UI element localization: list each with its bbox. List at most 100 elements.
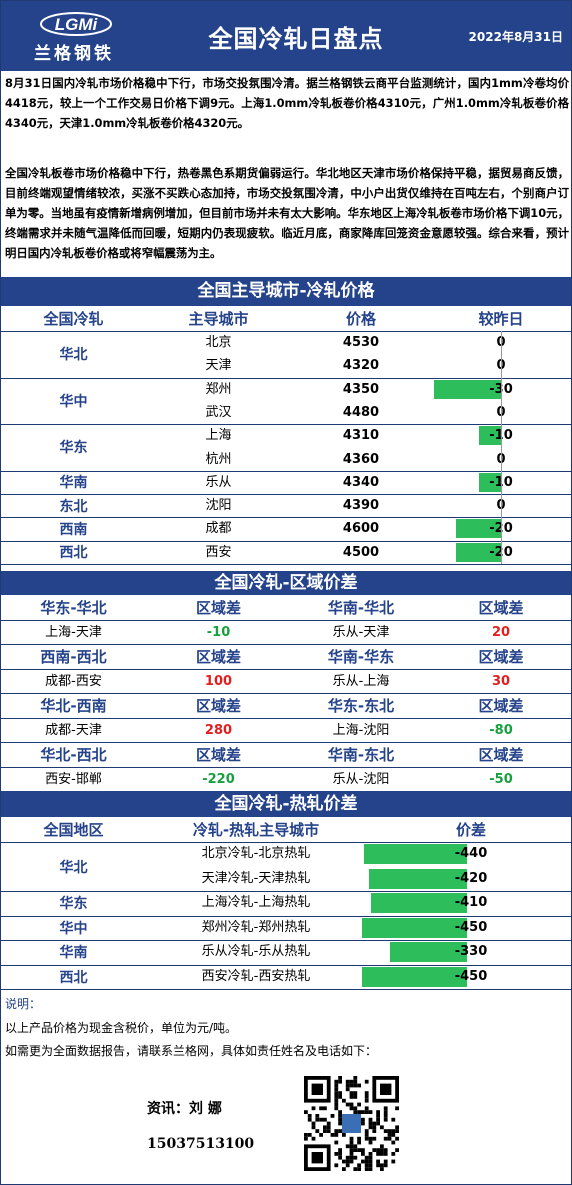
change-value: 0: [431, 494, 571, 517]
region-label: 华东: [59, 440, 88, 457]
hr-diff-bar: [362, 966, 467, 987]
table-rule: [1, 940, 571, 941]
diff-value: -50: [489, 772, 513, 787]
table-rule: [1, 669, 571, 670]
city-table-header-cell: 较昨日: [478, 310, 524, 328]
diff-city-pair: 乐从-上海: [332, 674, 390, 689]
diff-region-head: 华南-东北: [327, 746, 395, 764]
change-bar: [456, 542, 501, 562]
change-value: 0: [431, 331, 571, 354]
diff-value: 30: [491, 674, 511, 689]
change-value: 0: [431, 448, 571, 471]
svg-text:LGMi: LGMi: [55, 15, 99, 34]
change-value: 0: [431, 354, 571, 377]
change-value: 0: [431, 401, 571, 424]
diff-label-head: 区域差: [478, 648, 524, 666]
city-price: 4340: [342, 474, 380, 490]
table-rule: [1, 989, 571, 990]
diff-region-head: 华南-华北: [327, 599, 395, 617]
hr-region-label: 西北: [59, 969, 88, 986]
city-price: 4600: [342, 521, 380, 537]
city-name: 天津: [205, 358, 232, 374]
section-city-prices-title: 全国主导城市-冷轧价格: [1, 277, 571, 306]
city-price: 4500: [342, 544, 380, 560]
hr-diff-value: -330: [454, 944, 488, 959]
hr-diff-bar: [362, 917, 467, 938]
region-label: 西南: [59, 522, 88, 539]
table-rule: [1, 915, 571, 917]
diff-city-pair: 上海-天津: [45, 625, 102, 640]
summary-paragraph-1: 8月31日国内冷轧市场价格稳中下行，市场交投氛围冷清。据兰格钢铁云商平台监测统计…: [5, 76, 569, 130]
diff-region-head: 华北-西南: [40, 697, 107, 715]
hr-diff-value: -450: [454, 919, 488, 935]
diff-label-head: 区域差: [195, 599, 241, 617]
table-rule: [1, 564, 571, 565]
diff-city-pair: 西安-邯郸: [45, 772, 102, 787]
header-banner: LGMi 兰格钢铁 全国冷轧日盘点 2022年8月31日: [1, 1, 571, 71]
diff-label-head: 区域差: [478, 746, 524, 764]
diff-value: -220: [202, 772, 235, 787]
table-rule: [1, 742, 571, 743]
city-price: 4360: [342, 451, 380, 467]
contact-phone: 15037513100: [147, 1136, 255, 1152]
city-table-header-cell: 价格: [345, 310, 376, 328]
diff-city-pair: 乐从-沈阳: [332, 772, 390, 787]
diff-region-head: 西南-西北: [40, 648, 107, 666]
city-price: 4350: [342, 381, 380, 397]
city-name: 乐从: [205, 474, 232, 490]
hr-city-pair: 郑州冷轧-郑州热轧: [201, 919, 311, 935]
change-bar: [434, 379, 501, 399]
city-price: 4320: [342, 358, 380, 374]
hr-diff-value: -440: [454, 846, 488, 861]
city-price: 4390: [342, 498, 380, 514]
hr-diff-value: -410: [454, 895, 488, 910]
table-rule: [1, 964, 571, 966]
hr-diff-value: -450: [454, 968, 488, 984]
change-bar: [478, 426, 501, 446]
city-name: 武汉: [205, 404, 232, 420]
hr-city-pair: 上海冷轧-上海热轧: [201, 895, 311, 910]
table-rule: [1, 470, 571, 472]
table-rule: [1, 377, 571, 379]
diff-label-head: 区域差: [195, 697, 241, 715]
city-price: 4480: [342, 404, 380, 420]
diff-region-head: 华北-西北: [40, 746, 107, 764]
qr-code-icon[interactable]: [304, 1076, 399, 1171]
hr-diff-bar: [369, 868, 467, 889]
diff-label-head: 区域差: [195, 746, 241, 764]
diff-value: 280: [204, 723, 233, 738]
diff-value: -10: [206, 625, 231, 640]
city-name: 上海: [205, 428, 232, 444]
table-rule: [1, 620, 571, 621]
table-rule: [1, 494, 571, 496]
contact-name: 资讯：刘 娜: [147, 1101, 222, 1117]
table-rule: [1, 718, 571, 719]
city-table-header: 全国冷轧 主导城市 价格 较昨日: [1, 307, 571, 331]
logo-mark-icon: LGMi: [40, 12, 112, 36]
city-price: 4530: [342, 335, 380, 350]
change-bar: [456, 519, 501, 539]
city-name: 北京: [205, 335, 232, 350]
diff-city-pair: 成都-西安: [45, 674, 102, 689]
table-rule: [1, 517, 571, 519]
hr-region-label: 华北: [59, 859, 88, 876]
hr-city-pair: 西安冷轧-西安热轧: [201, 968, 311, 984]
note-title: 说明：: [5, 997, 42, 1011]
city-name: 杭州: [205, 451, 232, 467]
section-cold-hot-diff-title: 全国冷轧-热轧价差: [1, 791, 571, 817]
diff-region-head: 华南-华东: [327, 648, 395, 666]
table-rule: [1, 644, 571, 645]
lgmi-logo: LGMi 兰格钢铁: [19, 7, 129, 65]
table-rule: [1, 891, 571, 892]
table-rule: [1, 540, 571, 542]
hr-diff-bar: [390, 942, 467, 962]
table-rule: [1, 767, 571, 768]
hr-diff-value: -420: [454, 870, 488, 886]
diff-label-head: 区域差: [478, 697, 524, 715]
summary-paragraph-2: 全国冷轧板卷市场价格稳中下行，热卷黑色系期货偏弱运行。华北地区天津市场价格保持平…: [5, 166, 569, 260]
table-rule: [1, 424, 571, 426]
region-label: 华南: [59, 475, 88, 492]
table-rule: [1, 693, 571, 694]
diff-city-pair: 乐从-天津: [332, 625, 390, 640]
